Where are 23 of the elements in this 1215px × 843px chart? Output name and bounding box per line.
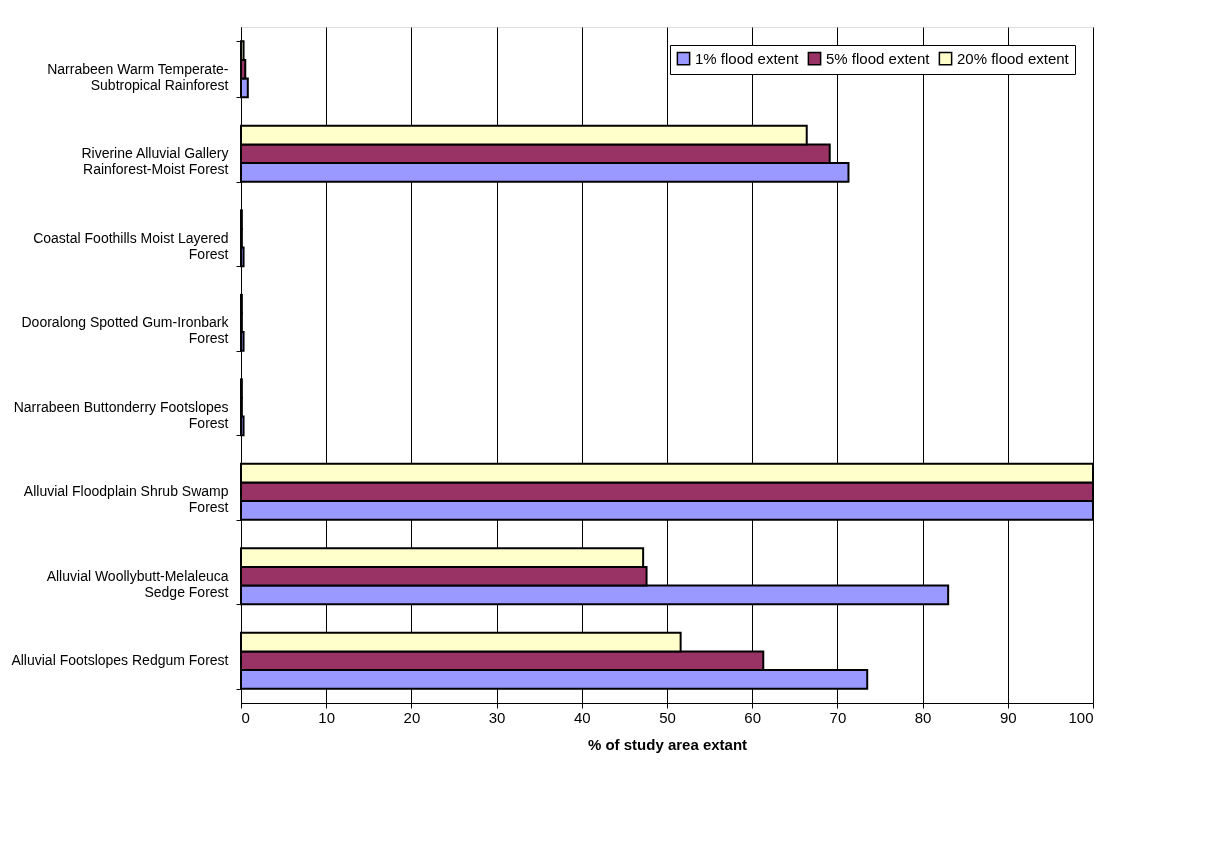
x-tick-label: 0 <box>241 708 250 726</box>
x-tick-label: 50 <box>659 708 676 726</box>
y-tick-label: Alluvial Footslopes Redgum Forest <box>11 652 229 669</box>
y-tick-label: Narrabeen Warm Temperate-Subtropical Rainforest <box>47 60 229 93</box>
x-tick-label: 90 <box>999 708 1017 726</box>
legend-label: 20% flood extent <box>957 49 1070 67</box>
x-tick-label: 80 <box>914 708 932 726</box>
legend-label: 1% flood extent <box>695 49 800 67</box>
y-tick-label: Alluvial Floodplain Shrub Swamp Forest <box>23 483 229 516</box>
x-tick-label: 40 <box>573 708 591 726</box>
y-tick-label: Alluvial Woollybutt-Melaleuca Sedge Forest <box>46 567 229 600</box>
x-tick-label: 10 <box>318 708 336 726</box>
x-tick-label: 20 <box>403 708 421 726</box>
x-axis-title: % of study area extant <box>587 735 748 753</box>
y-tick-label: Dooralong Spotted Gum-Ironbark Forest <box>21 314 230 347</box>
legend-label: 5% flood extent <box>826 49 931 67</box>
x-tick-label: 100 <box>1068 708 1094 726</box>
y-tick-label: Coastal Foothills Moist Layered Forest <box>33 229 229 262</box>
x-tick-label: 70 <box>829 708 847 726</box>
y-tick-label: Riverine Alluvial Gallery Rainforest-Moist Forest <box>81 145 229 178</box>
x-tick-label: 60 <box>744 708 762 726</box>
y-tick-label: Narrabeen Buttonderry Footslopes Forest <box>13 398 229 431</box>
x-tick-label: 30 <box>488 708 506 726</box>
